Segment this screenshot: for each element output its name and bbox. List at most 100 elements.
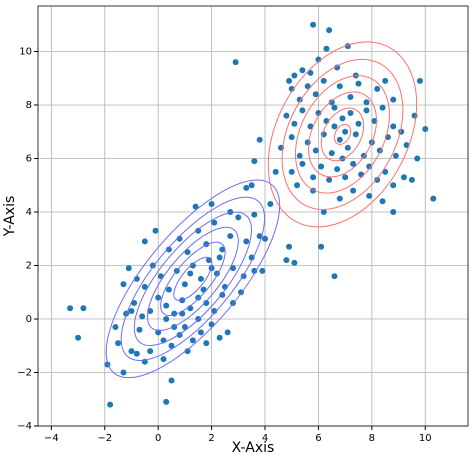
point: [331, 273, 338, 280]
point: [350, 160, 357, 167]
y-axis-label: Y-Axis: [2, 196, 18, 238]
point: [414, 155, 421, 162]
point: [320, 77, 327, 84]
point: [334, 64, 341, 71]
point: [219, 246, 226, 253]
point: [366, 192, 373, 199]
point: [344, 144, 351, 151]
point: [181, 324, 188, 331]
point: [328, 99, 335, 106]
point: [107, 401, 114, 408]
point: [318, 163, 325, 170]
contour: [133, 211, 253, 347]
contour: [333, 123, 352, 145]
point: [168, 377, 175, 384]
point: [216, 254, 223, 261]
point: [187, 270, 194, 277]
x-tick-label: 4: [262, 433, 268, 444]
contour: [160, 241, 226, 316]
y-tick-label: 4: [26, 207, 32, 218]
point: [408, 176, 415, 183]
point: [390, 123, 397, 130]
point: [283, 257, 290, 264]
point: [272, 168, 279, 175]
point: [350, 187, 357, 194]
point: [165, 286, 172, 293]
point: [157, 273, 164, 280]
y-tick-label: 8: [26, 100, 32, 111]
point: [163, 302, 170, 309]
point: [312, 91, 319, 98]
x-tick-label: −2: [97, 433, 112, 444]
point: [334, 166, 341, 173]
point: [355, 120, 362, 127]
point: [197, 329, 204, 336]
point: [216, 334, 223, 341]
point: [336, 83, 343, 90]
point: [294, 182, 301, 189]
point: [291, 259, 298, 266]
point: [352, 131, 359, 138]
point: [326, 27, 333, 34]
point: [304, 139, 311, 146]
point: [67, 305, 74, 312]
contour: [120, 196, 266, 362]
point: [400, 174, 407, 181]
point: [149, 262, 156, 269]
y-tick-label: 2: [26, 260, 32, 271]
point: [125, 265, 132, 272]
contour: [281, 58, 404, 210]
point: [259, 267, 266, 274]
point: [291, 72, 298, 79]
point: [229, 265, 236, 272]
point: [430, 195, 437, 202]
point: [403, 142, 410, 149]
point: [195, 227, 202, 234]
point: [326, 176, 333, 183]
x-tick-label: 6: [315, 433, 321, 444]
point: [80, 305, 87, 312]
x-tick-label: 2: [208, 433, 214, 444]
contour: [267, 41, 418, 228]
y-tick-label: 6: [26, 153, 32, 164]
point: [390, 208, 397, 215]
point: [307, 69, 314, 76]
point: [336, 136, 343, 143]
point: [328, 150, 335, 157]
point: [310, 21, 317, 28]
point: [299, 107, 306, 114]
contour: [147, 226, 239, 332]
point: [155, 294, 162, 301]
point: [347, 110, 354, 117]
x-tick-label: 10: [419, 433, 432, 444]
point: [112, 324, 119, 331]
point: [283, 112, 290, 119]
point: [133, 350, 140, 357]
point: [128, 348, 135, 355]
point: [342, 128, 349, 135]
point: [358, 171, 365, 178]
contour: [105, 179, 281, 379]
point: [165, 246, 172, 253]
point: [203, 340, 210, 347]
point: [243, 238, 250, 245]
x-tick-label: −4: [44, 433, 59, 444]
point: [382, 77, 389, 84]
point: [422, 126, 429, 133]
point: [227, 233, 234, 240]
point: [374, 85, 381, 92]
point: [224, 329, 231, 336]
y-tick-label: 0: [26, 314, 32, 325]
point: [296, 96, 303, 103]
point: [152, 227, 159, 234]
point: [286, 77, 293, 84]
point: [331, 123, 338, 130]
point: [288, 134, 295, 141]
x-tick-label: 8: [369, 433, 375, 444]
point: [168, 342, 175, 349]
point: [227, 208, 234, 215]
point: [251, 158, 258, 165]
point: [232, 59, 239, 66]
point: [390, 182, 397, 189]
point: [251, 211, 258, 218]
